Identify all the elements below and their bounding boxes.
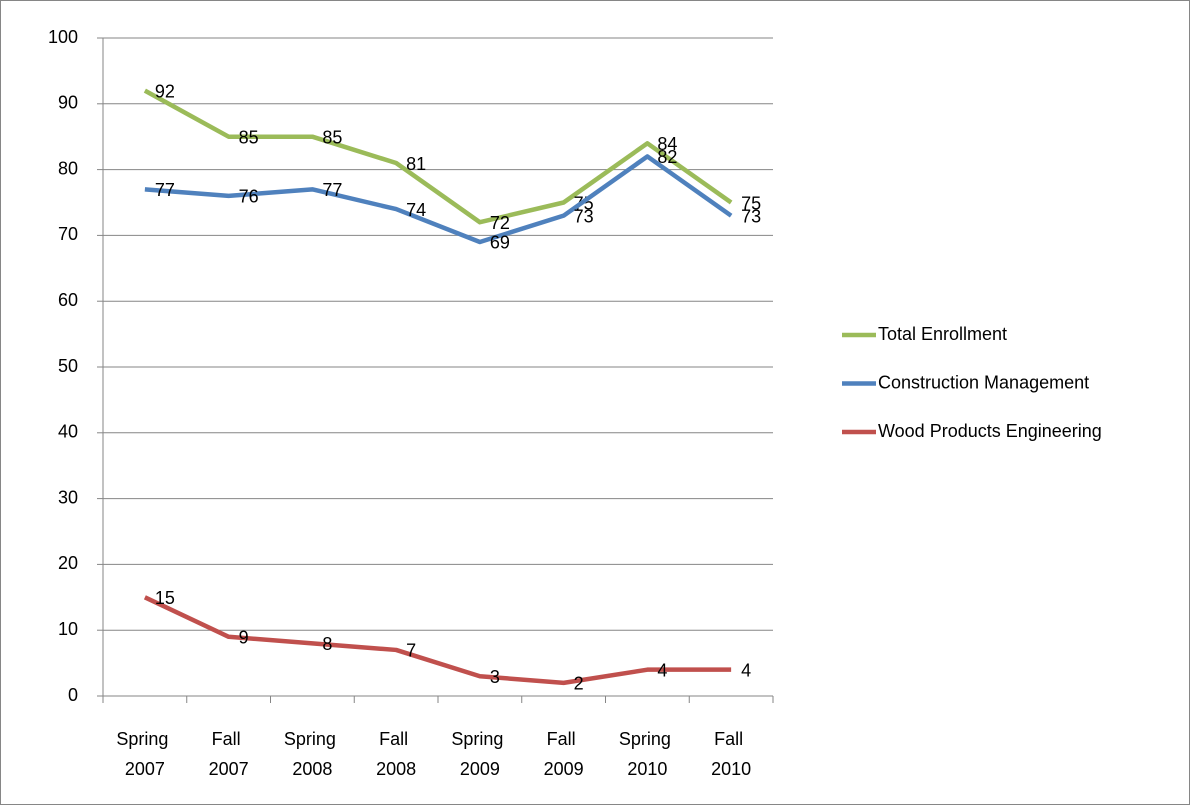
x-tick-label-line: 2010 <box>711 759 751 779</box>
x-tick-label: Spring 2010 <box>619 729 676 779</box>
x-tick-label-line: Fall <box>547 729 581 749</box>
x-tick-label-line: Spring <box>619 729 676 749</box>
y-tick-label: 10 <box>58 619 78 639</box>
data-label: 73 <box>741 206 761 226</box>
x-tick-label: Spring 2009 <box>451 729 508 779</box>
y-tick-label: 20 <box>58 553 78 573</box>
data-label: 73 <box>574 206 594 226</box>
x-tick-label: Fall 2007 <box>209 729 249 779</box>
data-label: 74 <box>406 200 426 220</box>
data-label: 72 <box>490 213 510 233</box>
data-label: 75 <box>741 193 761 213</box>
x-tick-label: Fall 2008 <box>376 729 416 779</box>
y-tick-label: 80 <box>58 158 78 178</box>
data-label: 82 <box>657 147 677 167</box>
y-tick-label: 40 <box>58 422 78 442</box>
x-tick-label-line: 2007 <box>209 759 249 779</box>
data-label: 77 <box>322 180 342 200</box>
data-label: 4 <box>657 660 667 680</box>
series-line <box>143 595 732 686</box>
x-tick-label-line: 2009 <box>460 759 500 779</box>
data-label: 84 <box>657 134 677 154</box>
y-tick-label: 100 <box>48 27 78 47</box>
data-label: 7 <box>406 641 416 661</box>
data-label: 8 <box>322 634 332 654</box>
x-tick-label-line: Spring <box>451 729 508 749</box>
x-tick-label-line: Fall <box>379 729 413 749</box>
legend-label: Wood Products Engineering <box>878 421 1102 441</box>
x-tick-label: Fall 2010 <box>711 729 751 779</box>
x-tick-label-line: 2009 <box>544 759 584 779</box>
x-tick-label: Spring 2007 <box>116 729 173 779</box>
y-tick-label: 0 <box>68 685 78 705</box>
data-label: 92 <box>155 81 175 101</box>
data-label: 69 <box>490 233 510 253</box>
legend-label: Total Enrollment <box>878 324 1007 344</box>
y-tick-label: 30 <box>58 487 78 507</box>
data-label: 77 <box>155 180 175 200</box>
y-tick-label: 90 <box>58 93 78 113</box>
legend-label: Construction Management <box>878 372 1089 392</box>
y-tick-label: 50 <box>58 356 78 376</box>
x-tick-label-line: 2010 <box>627 759 667 779</box>
x-tick-label-line: 2007 <box>125 759 165 779</box>
data-label: 85 <box>239 127 259 147</box>
x-tick-label-line: Spring <box>116 729 173 749</box>
data-label: 4 <box>741 660 751 680</box>
data-label: 85 <box>322 127 342 147</box>
data-label: 81 <box>406 154 426 174</box>
data-label: 15 <box>155 588 175 608</box>
series-line <box>143 88 733 225</box>
y-tick-label: 70 <box>58 224 78 244</box>
x-tick-label: Spring 2008 <box>284 729 341 779</box>
y-tick-label: 60 <box>58 290 78 310</box>
data-label: 3 <box>490 667 500 687</box>
data-label: 76 <box>239 187 259 207</box>
data-label: 9 <box>239 628 249 648</box>
x-tick-label-line: Spring <box>284 729 341 749</box>
x-tick-label-line: Fall <box>714 729 748 749</box>
x-tick-label-line: 2008 <box>376 759 416 779</box>
data-label: 2 <box>574 674 584 694</box>
x-tick-label-line: 2008 <box>292 759 332 779</box>
x-tick-label-line: Fall <box>212 729 246 749</box>
x-tick-label: Fall 2009 <box>544 729 584 779</box>
series-line <box>144 154 733 245</box>
